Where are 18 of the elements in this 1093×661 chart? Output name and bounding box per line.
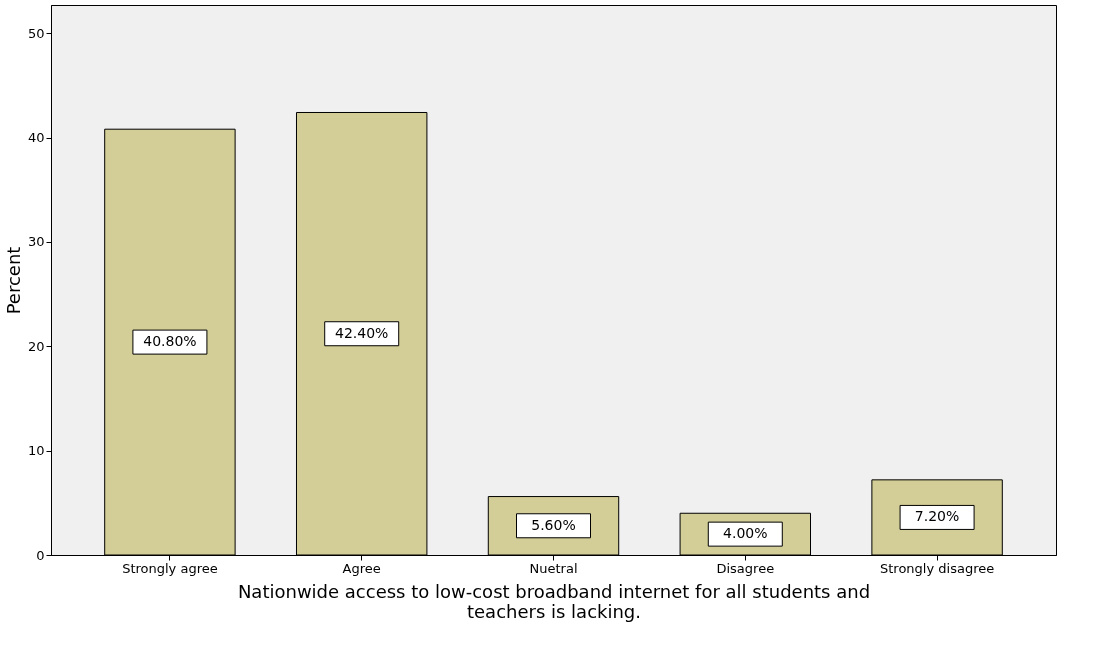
data-label: 5.60% — [531, 516, 576, 533]
x-tick-label: Agree — [342, 560, 381, 576]
x-tick-label: Disagree — [716, 560, 775, 576]
x-axis-title: Nationwide access to low-cost broadband internet for all students and teachers is lacking. — [237, 580, 871, 622]
data-label: 40.80% — [143, 333, 197, 350]
data-label: 7.20% — [914, 508, 960, 525]
y-tick-label: 10 — [27, 443, 45, 459]
y-axis-title: Percent — [2, 246, 24, 315]
x-tick-label: Strongly agree — [122, 560, 218, 576]
data-label: 4.00% — [723, 525, 768, 542]
x-tick-label: Nuetral — [529, 560, 578, 576]
y-tick-label: 40 — [27, 130, 45, 146]
y-tick-label: 50 — [27, 25, 45, 41]
y-tick-label: 30 — [27, 234, 45, 250]
y-tick-label: 0 — [36, 547, 45, 563]
data-label: 42.40% — [335, 324, 389, 341]
x-tick-label: Strongly disagree — [879, 560, 995, 576]
y-tick-label: 20 — [27, 338, 45, 354]
